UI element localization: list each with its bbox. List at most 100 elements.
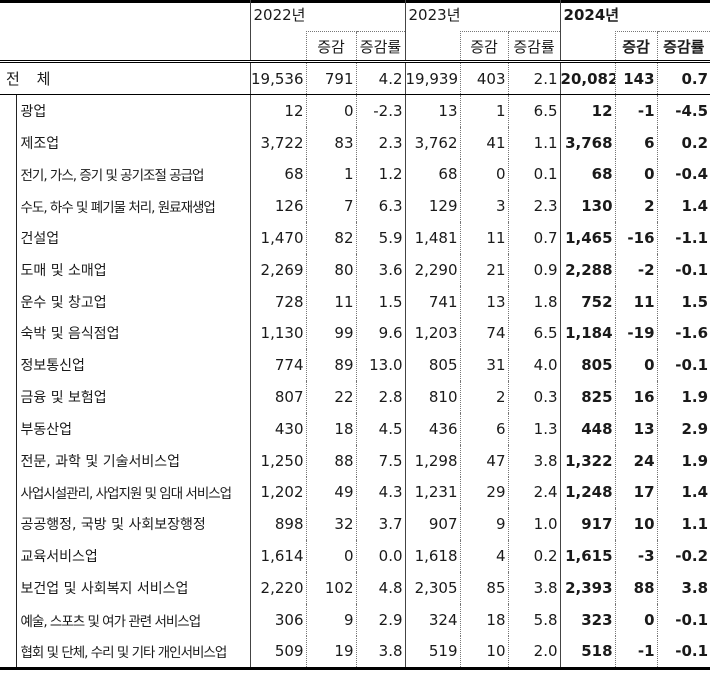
change-2024: -19 <box>614 317 658 350</box>
change-header-2024: 증감 <box>614 31 658 63</box>
indent-spacer <box>0 159 16 191</box>
rate-2022: 9.6 <box>355 317 406 350</box>
table-row: 도매 및 소매업 2,269 80 3.6 2,290 21 0.9 2,288… <box>0 253 710 286</box>
rate-2023: 1.3 <box>507 412 561 445</box>
rate-2023: 0.7 <box>507 222 561 254</box>
change-2024: 13 <box>614 412 658 445</box>
value-2022: 3,722 <box>249 126 306 159</box>
change-2024: 88 <box>614 571 658 604</box>
rate-2024: 2.9 <box>656 412 710 445</box>
total-2022-value: 19,536 <box>249 61 306 95</box>
value-2022: 430 <box>249 412 306 445</box>
industry-label: 제조업 <box>15 126 250 159</box>
value-2024: 1,465 <box>559 222 616 254</box>
industry-label: 전기, 가스, 증기 및 공기조절 공급업 <box>15 158 250 191</box>
value-2023: 519 <box>404 635 461 671</box>
value-2024: 752 <box>559 285 616 318</box>
rate-2024: 1.4 <box>656 190 710 223</box>
change-2024: 0 <box>614 603 658 636</box>
rate-2024: -0.1 <box>656 349 710 382</box>
rate-2022: 1.2 <box>355 158 406 191</box>
value-2024: 805 <box>559 349 616 382</box>
total-row: 전 체 19,536 791 4.2 19,939 403 2.1 20,082… <box>0 61 710 95</box>
table-row: 부동산업 430 18 4.5 436 6 1.3 448 13 2.9 <box>0 412 710 445</box>
value-2022: 728 <box>249 285 306 318</box>
change-2022: 88 <box>305 444 356 477</box>
rate-2023: 6.5 <box>507 94 561 127</box>
rate-2024: -0.1 <box>656 253 710 286</box>
table-row: 건설업 1,470 82 5.9 1,481 11 0.7 1,465 -16 … <box>0 222 710 254</box>
value-2024: 68 <box>559 158 616 191</box>
value-2023: 805 <box>404 349 461 382</box>
change-2024: 16 <box>614 381 658 413</box>
value-2024: 1,615 <box>559 540 616 572</box>
rate-2024: -1.6 <box>656 317 710 350</box>
rate-2022: 7.5 <box>355 444 406 477</box>
table-row: 수도, 하수 및 폐기물 처리, 원료재생업 126 7 6.3 129 3 2… <box>0 190 710 223</box>
indent-spacer <box>0 445 16 477</box>
rate-2022: 2.3 <box>355 126 406 159</box>
change-2023: 85 <box>459 571 509 604</box>
value-2022: 1,470 <box>249 222 306 254</box>
table-row: 예술, 스포츠 및 여가 관련 서비스업 306 9 2.9 324 18 5.… <box>0 603 710 636</box>
year-header-2023: 2023년 <box>404 0 561 32</box>
rate-2024: 1.9 <box>656 381 710 413</box>
table-row: 제조업 3,722 83 2.3 3,762 41 1.1 3,768 6 0.… <box>0 126 710 159</box>
indent-spacer <box>0 572 16 604</box>
rate-2022: 4.5 <box>355 412 406 445</box>
indent-spacer <box>0 477 16 509</box>
change-2024: -16 <box>614 222 658 254</box>
change-2023: 31 <box>459 349 509 382</box>
change-2022: 80 <box>305 253 356 286</box>
rate-2022: 13.0 <box>355 349 406 382</box>
industry-label: 건설업 <box>15 222 250 254</box>
rate-2023: 5.8 <box>507 603 561 636</box>
indent-spacer <box>0 540 16 572</box>
table-row: 전문, 과학 및 기술서비스업 1,250 88 7.5 1,298 47 3.… <box>0 444 710 477</box>
change-2024: 24 <box>614 444 658 477</box>
rate-2022: -2.3 <box>355 94 406 127</box>
table-row: 금융 및 보험업 807 22 2.8 810 2 0.3 825 16 1.9 <box>0 381 710 413</box>
indent-spacer <box>0 349 16 381</box>
rate-2023: 0.2 <box>507 540 561 572</box>
change-2023: 29 <box>459 476 509 509</box>
change-2023: 10 <box>459 635 509 671</box>
table-row: 협회 및 단체, 수리 및 기타 개인서비스업 509 19 3.8 519 1… <box>0 635 710 671</box>
table-row: 운수 및 창고업 728 11 1.5 741 13 1.8 752 11 1.… <box>0 285 710 318</box>
change-2022: 49 <box>305 476 356 509</box>
table-row: 보건업 및 사회복지 서비스업 2,220 102 4.8 2,305 85 3… <box>0 571 710 604</box>
industry-label: 도매 및 소매업 <box>15 253 250 286</box>
change-2022: 89 <box>305 349 356 382</box>
value-2023: 907 <box>404 508 461 541</box>
indent-spacer <box>0 95 16 127</box>
value-2023: 324 <box>404 603 461 636</box>
change-2023: 41 <box>459 126 509 159</box>
total-label: 전 체 <box>0 61 250 95</box>
rate-2023: 1.0 <box>507 508 561 541</box>
value-header-2022 <box>249 31 306 63</box>
indent-spacer <box>0 413 16 445</box>
indent-spacer <box>0 286 16 318</box>
indent-spacer <box>0 508 16 540</box>
header-row-years: 2022년 2023년 2024년 <box>0 0 710 63</box>
header-corner <box>0 0 250 63</box>
rate-2023: 4.0 <box>507 349 561 382</box>
industry-label: 공공행정, 국방 및 사회보장행정 <box>15 508 250 541</box>
industry-label: 협회 및 단체, 수리 및 기타 개인서비스업 <box>15 635 250 671</box>
rate-2022: 0.0 <box>355 540 406 572</box>
change-2024: -1 <box>614 635 658 671</box>
table-row: 광업 12 0 -2.3 13 1 6.5 12 -1 -4.5 <box>0 94 710 127</box>
rate-2022: 5.9 <box>355 222 406 254</box>
rate-2022: 2.9 <box>355 603 406 636</box>
change-2022: 7 <box>305 190 356 223</box>
change-2023: 0 <box>459 158 509 191</box>
change-2024: -2 <box>614 253 658 286</box>
rate-header-2024: 증감률 <box>656 31 710 63</box>
total-2024-change: 143 <box>614 61 658 95</box>
rate-2022: 2.8 <box>355 381 406 413</box>
value-2022: 774 <box>249 349 306 382</box>
value-2024: 917 <box>559 508 616 541</box>
value-2022: 898 <box>249 508 306 541</box>
change-2024: 17 <box>614 476 658 509</box>
